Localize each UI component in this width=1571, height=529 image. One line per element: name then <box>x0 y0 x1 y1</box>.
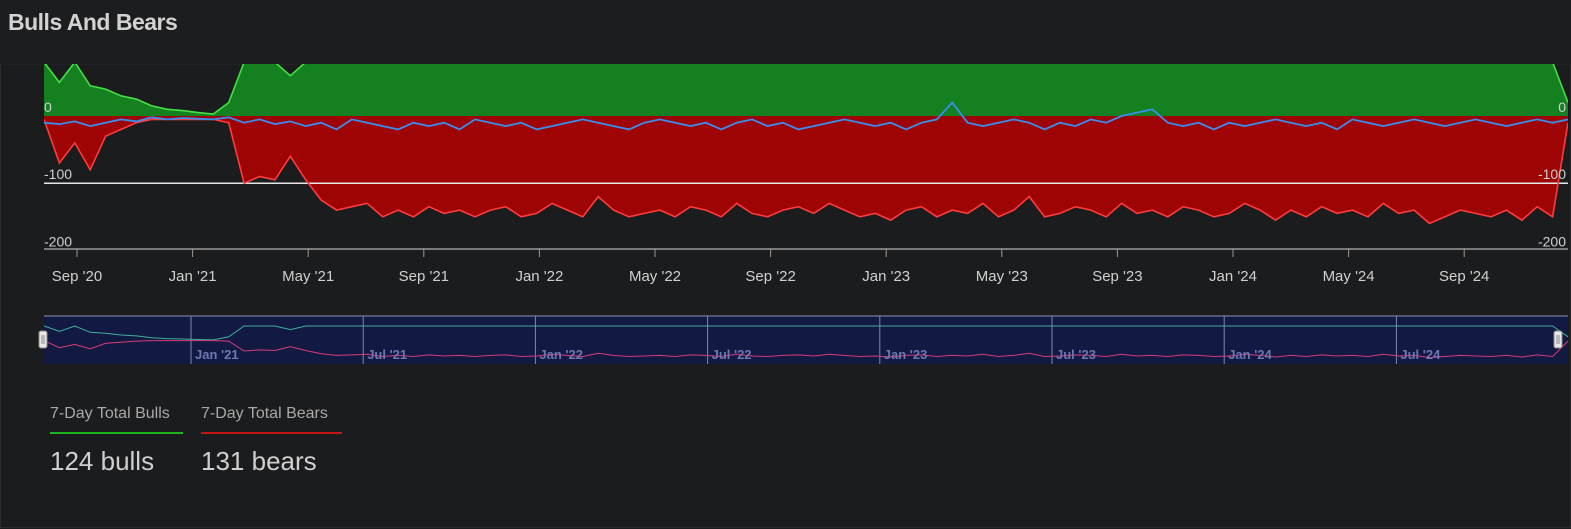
main-chart[interactable]: 0 0 -100 -100 -200 -200 Sep '20 Jan '21 May '21… <box>0 64 1571 289</box>
bears-line <box>44 118 1568 225</box>
navigator-label: Jul '23 <box>1056 347 1096 362</box>
range-navigator[interactable]: Jan '21 Jul '21 Jan '22 Jul '22 Jan '23 Jul '… <box>0 310 1571 370</box>
plot-area <box>44 64 1568 225</box>
legend-bulls[interactable]: 7-Day Total Bulls <box>50 405 183 434</box>
navigator-label: Jan '21 <box>195 347 239 362</box>
navigator-label: Jan '24 <box>1228 347 1272 362</box>
navigator-bulls-line <box>43 325 1569 341</box>
navigator-label: Jul '21 <box>367 347 407 362</box>
y-tick-label-left: 0 <box>44 99 52 115</box>
navigator-label: Jul '22 <box>712 347 752 362</box>
bears-area <box>44 116 1568 224</box>
x-tick-label: Sep '22 <box>745 268 795 285</box>
x-tick-label: Sep '21 <box>399 268 449 285</box>
x-tick-label: May '23 <box>976 268 1028 285</box>
bulls-line <box>44 64 1568 115</box>
y-tick-label-right: -200 <box>1538 233 1566 249</box>
y-tick-label-left: -100 <box>44 166 72 182</box>
x-tick-label: Jan '21 <box>169 268 217 285</box>
y-tick-label-right: -100 <box>1538 166 1566 182</box>
y-tick-label-right: 0 <box>1558 99 1566 115</box>
x-axis: Sep '20 Jan '21 May '21 Sep '21 Jan '22 May '… <box>44 248 1568 285</box>
bears-count: 131 bears <box>201 446 317 476</box>
navigator-series <box>43 325 1569 359</box>
navigator-label: Jul '24 <box>1400 347 1441 362</box>
x-tick-label: May '22 <box>629 268 681 285</box>
bulls-count: 124 bulls <box>50 446 155 476</box>
navigator-labels: Jan '21 Jul '21 Jan '22 Jul '22 Jan '23 Jul '… <box>195 347 1441 362</box>
x-tick-label: Jan '23 <box>862 268 910 285</box>
navigator-bears-line <box>43 340 1569 359</box>
legend-bears[interactable]: 7-Day Total Bears <box>201 405 342 434</box>
x-tick-label: Jan '24 <box>1209 268 1257 285</box>
chart-title: Bulls And Bears <box>8 9 178 35</box>
net-line <box>44 101 1568 131</box>
navigator-left-handle[interactable] <box>38 330 48 349</box>
navigator-label: Jan '22 <box>539 347 583 362</box>
y-tick-label-left: -200 <box>44 233 72 249</box>
x-tick-label: Sep '23 <box>1092 268 1142 285</box>
x-tick-label: Sep '20 <box>52 268 102 285</box>
x-tick-label: Jan '22 <box>515 268 563 285</box>
navigator-background <box>44 316 1568 364</box>
x-tick-label: Sep '24 <box>1439 268 1489 285</box>
header-bar: Bulls And Bears <box>0 0 1571 65</box>
bulls-area <box>44 64 1568 116</box>
x-tick-label: May '21 <box>282 268 334 285</box>
y-axis-labels: 0 0 -100 -100 -200 -200 <box>44 99 1566 249</box>
navigator-right-handle[interactable] <box>1553 330 1563 349</box>
navigator-label: Jan '23 <box>884 347 928 362</box>
x-tick-label: May '24 <box>1323 268 1375 285</box>
